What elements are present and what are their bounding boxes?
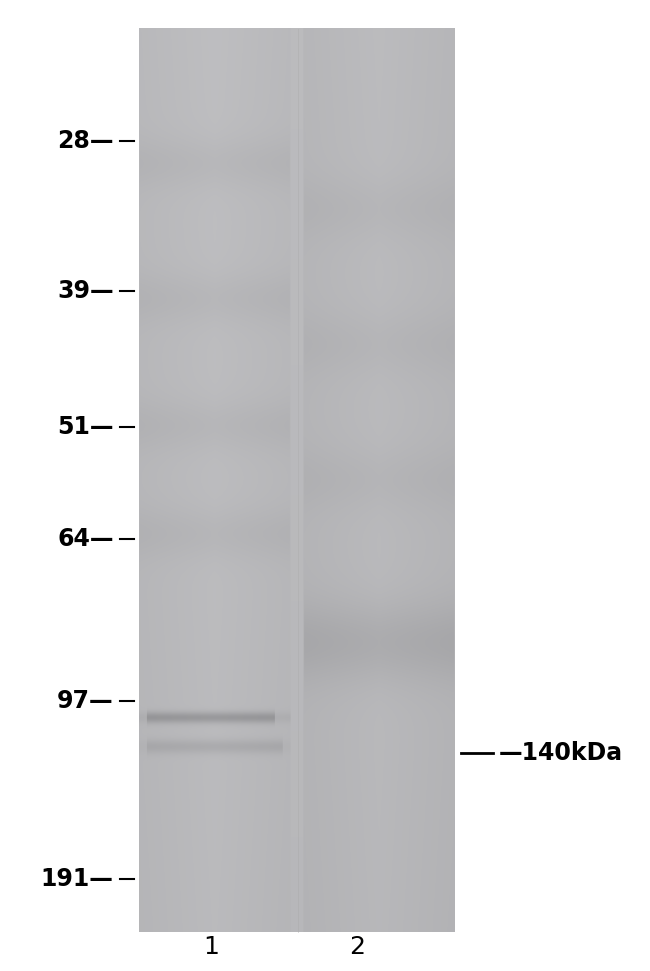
Text: 39—: 39— xyxy=(57,280,114,303)
Text: 28—: 28— xyxy=(57,129,114,152)
Text: 191—: 191— xyxy=(41,867,114,890)
Text: 1: 1 xyxy=(203,935,220,958)
Text: 2: 2 xyxy=(349,935,365,958)
Text: —140kDa: —140kDa xyxy=(499,741,623,764)
Text: 64—: 64— xyxy=(57,527,114,551)
Text: 51—: 51— xyxy=(57,416,114,439)
Text: 97—: 97— xyxy=(57,689,114,713)
